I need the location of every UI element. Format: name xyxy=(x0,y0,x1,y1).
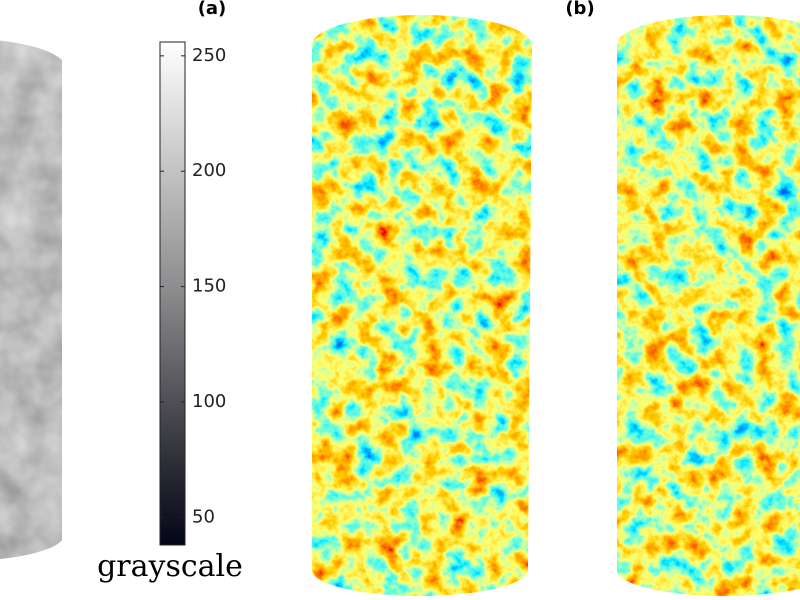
colorbar-label: grayscale xyxy=(97,549,243,584)
colorbar xyxy=(159,41,186,546)
panel-label: (a) xyxy=(198,0,227,19)
panel-label: (b) xyxy=(565,0,594,19)
grayscale-volume xyxy=(0,38,62,561)
tick-label: 200 xyxy=(192,160,226,181)
colorbar-gradient xyxy=(159,41,186,546)
tick-label: 50 xyxy=(192,506,215,527)
tick-label: 100 xyxy=(192,391,226,412)
volume-b xyxy=(617,15,800,596)
tick-label: 150 xyxy=(192,276,226,297)
volume-a xyxy=(312,15,532,597)
tick-label: 250 xyxy=(192,45,226,66)
